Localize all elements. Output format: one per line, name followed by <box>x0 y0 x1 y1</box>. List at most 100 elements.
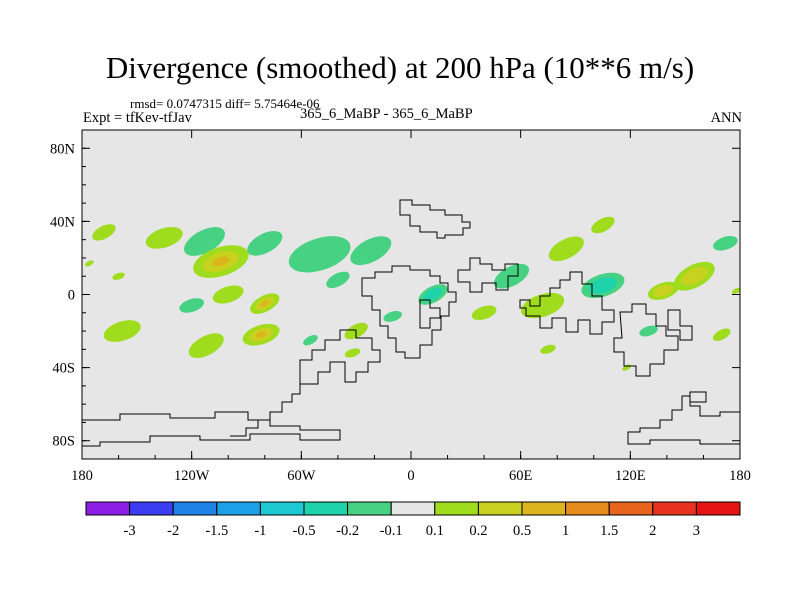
coastline-arabia <box>457 257 519 293</box>
coastline-americas <box>299 329 381 385</box>
colorbar-label: 2 <box>649 523 656 539</box>
coastline-asia-india <box>519 271 615 335</box>
divergence-contour-level <box>548 236 584 262</box>
colorbar-label: 0.1 <box>426 523 444 539</box>
divergence-patch <box>350 236 392 266</box>
divergence-patch <box>591 216 615 234</box>
divergence-contour-level <box>712 328 731 341</box>
divergence-patch <box>247 230 283 256</box>
colorbar-label: -3 <box>124 523 136 539</box>
divergence-patch <box>193 245 249 278</box>
divergence-contour-level <box>92 224 116 241</box>
colorbar-swatch <box>477 501 523 516</box>
colorbar-swatch <box>652 501 697 516</box>
divergence-patch <box>731 287 740 294</box>
colorbar-label: -2 <box>167 523 179 539</box>
divergence-patch <box>344 348 361 358</box>
divergence-contour-level <box>681 266 708 286</box>
divergence-contour-level <box>540 344 556 354</box>
x-tick-label: 120E <box>615 468 646 484</box>
divergence-contour-level <box>260 300 270 307</box>
divergence-contour-level <box>731 287 740 294</box>
divergence-patch <box>250 293 280 314</box>
colorbar-swatch <box>172 501 218 516</box>
coastline-antarctica-east <box>627 395 740 445</box>
coastline <box>82 199 740 447</box>
divergence-patch <box>471 305 497 321</box>
divergence-field <box>84 216 740 371</box>
divergence-contour-level <box>183 227 225 256</box>
divergence-patch <box>713 236 738 251</box>
divergence-contour-level <box>288 236 351 273</box>
divergence-contour-level <box>212 256 230 267</box>
divergence-patch <box>540 344 556 354</box>
divergence-patch <box>103 320 141 342</box>
coastline-island-south-atlantic <box>689 391 707 403</box>
divergence-patch <box>84 260 94 267</box>
divergence-contour-level <box>713 236 738 251</box>
season-label: ANN <box>710 110 742 126</box>
divergence-patch <box>145 226 183 249</box>
y-tick-label: 40N <box>50 214 76 230</box>
divergence-patch <box>179 298 204 313</box>
chart-title: Divergence (smoothed) at 200 hPa (10**6 … <box>105 50 695 85</box>
x-tick-label: 180 <box>729 468 751 484</box>
divergence-patch <box>548 236 584 262</box>
divergence-contour-level <box>303 335 318 346</box>
case-label: 365_6_MaBP - 365_6_MaBP <box>300 106 473 122</box>
coastline-maritime-continent <box>613 303 679 377</box>
divergence-patch <box>712 328 731 341</box>
divergence-patch <box>212 285 244 304</box>
coastline-antarctica-west <box>82 411 341 447</box>
colorbar-swatch <box>695 501 741 516</box>
divergence-patch <box>383 310 402 322</box>
divergence-patch <box>242 323 280 346</box>
divergence-patch <box>288 236 351 273</box>
divergence-patch <box>326 271 350 289</box>
colorbar: -3 -2 -1.5 -1 -0.5 -0.2 -0.1 0.1 0.2 0.5 1 1.5 2 3 <box>85 501 741 539</box>
divergence-patch <box>92 224 116 241</box>
divergence-contour-level <box>588 277 617 294</box>
coastline-north-africa-europe <box>399 199 471 239</box>
colorbar-swatch <box>521 501 567 516</box>
coastline-south-america-tip <box>230 384 301 437</box>
x-tick-label: 60W <box>287 468 316 484</box>
colorbar-label: -0.5 <box>293 523 316 539</box>
divergence-contour-level <box>247 230 283 256</box>
experiment-label: Expt = tfKev-tfJav <box>83 110 192 126</box>
map-plot-area <box>81 129 741 460</box>
colorbar-label: 0.2 <box>469 523 487 539</box>
y-tick-label: 40S <box>52 361 75 377</box>
colorbar-swatch <box>434 501 479 516</box>
colorbar-swatch <box>347 501 392 516</box>
map-background <box>82 130 740 459</box>
colorbar-swatch <box>259 501 305 516</box>
colorbar-swatch <box>85 501 131 516</box>
colorbar-label: -0.1 <box>380 523 403 539</box>
divergence-contour-level <box>255 331 267 338</box>
divergence-contour-level <box>653 284 674 297</box>
divergence-patch <box>303 335 318 346</box>
divergence-contour-level <box>179 298 204 313</box>
divergence-patch <box>673 261 715 291</box>
y-tick-label: 0 <box>68 288 75 304</box>
colorbar-swatch <box>390 501 436 516</box>
divergence-contour-level <box>326 271 350 289</box>
colorbar-swatch <box>565 501 610 516</box>
colorbar-swatch <box>216 501 261 516</box>
divergence-contour-level <box>471 305 497 321</box>
divergence-contour-level <box>188 333 224 359</box>
x-tick-label: 0 <box>407 468 414 484</box>
divergence-contour-level <box>145 226 183 249</box>
coastline-africa <box>361 265 457 359</box>
divergence-contour-level <box>103 320 141 342</box>
divergence-contour-level <box>383 310 402 322</box>
divergence-contour-level <box>639 325 658 337</box>
divergence-contour-level <box>521 292 565 319</box>
divergence-contour-level <box>84 260 94 267</box>
divergence-patch <box>188 333 224 359</box>
colorbar-label: -0.2 <box>336 523 359 539</box>
divergence-contour-level <box>212 285 244 304</box>
coastline-west-pacific-islands <box>419 299 441 329</box>
colorbar-label: 3 <box>693 523 700 539</box>
